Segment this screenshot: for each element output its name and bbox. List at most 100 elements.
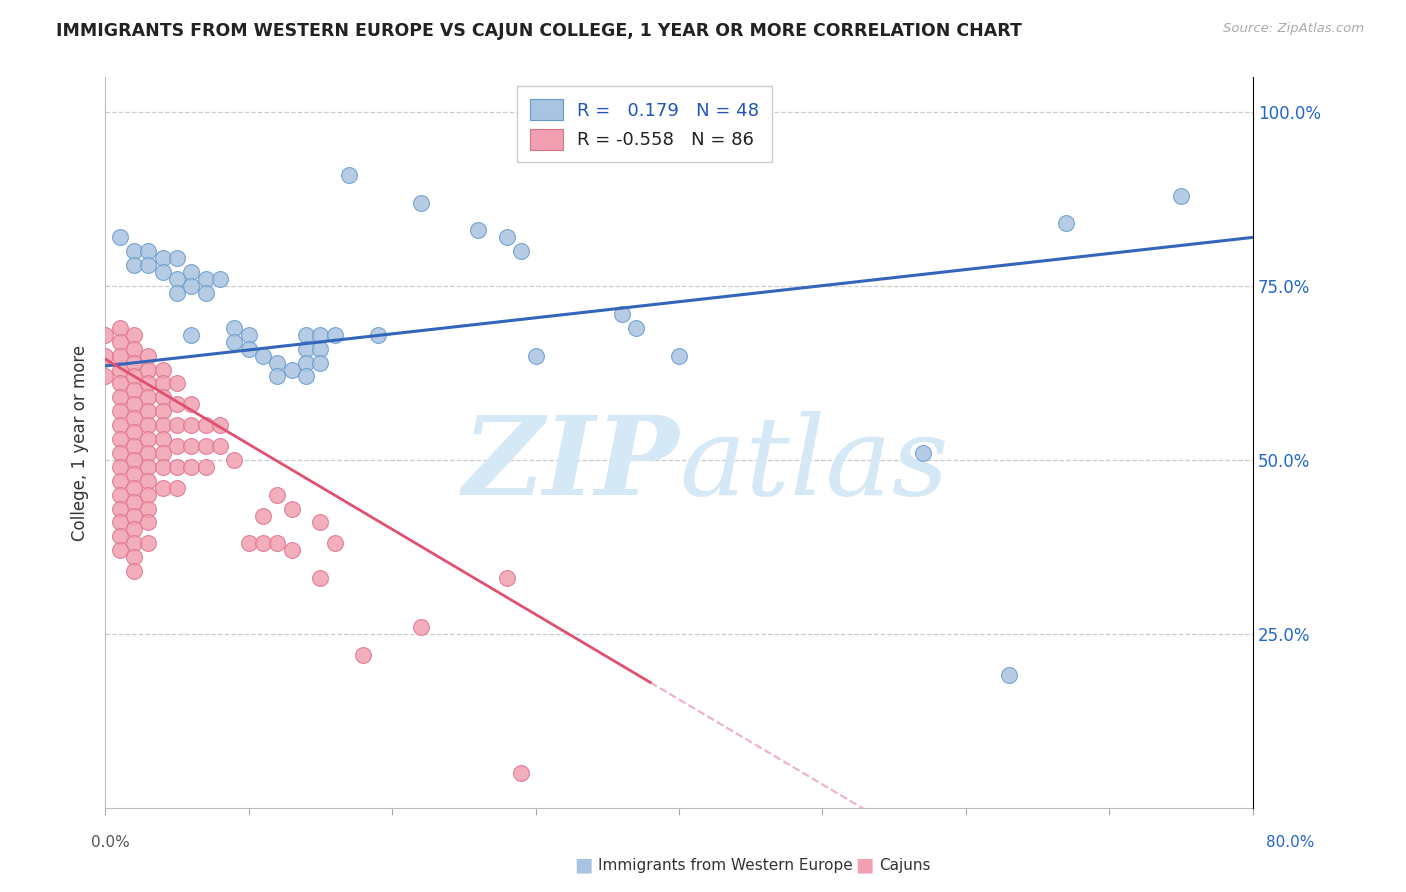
Point: [108, 474, 131, 488]
Point: [496, 230, 519, 244]
Point: [194, 459, 217, 474]
Point: [224, 334, 246, 349]
Point: [180, 327, 202, 342]
Point: [224, 453, 246, 467]
Point: [180, 439, 202, 453]
Point: [122, 327, 145, 342]
Point: [711, 112, 734, 127]
Point: [122, 467, 145, 481]
Point: [295, 342, 318, 356]
Point: [152, 376, 174, 391]
Point: [108, 516, 131, 530]
Point: [122, 384, 145, 398]
Point: [337, 168, 360, 182]
Point: [467, 223, 489, 237]
Point: [309, 516, 332, 530]
Point: [136, 501, 159, 516]
Point: [1054, 217, 1077, 231]
Point: [108, 488, 131, 502]
Point: [352, 648, 374, 662]
Point: [136, 488, 159, 502]
Y-axis label: College, 1 year or more: College, 1 year or more: [72, 344, 89, 541]
Point: [136, 349, 159, 363]
Point: [136, 376, 159, 391]
Point: [208, 418, 231, 433]
Point: [280, 543, 302, 558]
Point: [136, 432, 159, 446]
Point: [122, 369, 145, 384]
Point: [166, 252, 188, 266]
Text: IMMIGRANTS FROM WESTERN EUROPE VS CAJUN COLLEGE, 1 YEAR OR MORE CORRELATION CHAR: IMMIGRANTS FROM WESTERN EUROPE VS CAJUN …: [56, 22, 1022, 40]
Point: [238, 327, 260, 342]
Point: [1170, 188, 1192, 202]
Point: [309, 355, 332, 369]
Point: [252, 349, 274, 363]
Point: [152, 252, 174, 266]
Point: [224, 320, 246, 334]
Point: [122, 494, 145, 508]
Point: [166, 459, 188, 474]
Text: 80.0%: 80.0%: [1267, 836, 1315, 850]
Point: [610, 307, 633, 321]
Point: [409, 195, 432, 210]
Point: [252, 508, 274, 523]
Point: [108, 334, 131, 349]
Point: [911, 446, 934, 460]
Point: [136, 258, 159, 272]
Point: [152, 432, 174, 446]
Point: [208, 439, 231, 453]
Point: [136, 516, 159, 530]
Point: [166, 397, 188, 411]
Point: [136, 390, 159, 404]
Point: [696, 119, 718, 133]
Text: 0.0%: 0.0%: [91, 836, 131, 850]
Point: [180, 397, 202, 411]
Point: [309, 327, 332, 342]
Point: [295, 327, 318, 342]
Point: [194, 285, 217, 300]
Point: [108, 459, 131, 474]
Point: [108, 446, 131, 460]
Point: [122, 355, 145, 369]
Point: [152, 404, 174, 418]
Point: [280, 362, 302, 376]
Point: [166, 481, 188, 495]
Point: [194, 272, 217, 286]
Text: atlas: atlas: [679, 410, 949, 518]
Point: [122, 523, 145, 537]
Point: [108, 404, 131, 418]
Text: Cajuns: Cajuns: [879, 858, 931, 872]
Point: [108, 349, 131, 363]
Point: [136, 459, 159, 474]
Point: [108, 376, 131, 391]
Text: ■: ■: [855, 855, 875, 875]
Point: [152, 459, 174, 474]
Point: [295, 355, 318, 369]
Point: [266, 355, 288, 369]
Point: [108, 501, 131, 516]
Point: [122, 342, 145, 356]
Point: [152, 418, 174, 433]
Point: [108, 390, 131, 404]
Point: [624, 320, 647, 334]
Point: [122, 564, 145, 578]
Point: [238, 342, 260, 356]
Point: [136, 404, 159, 418]
Point: [180, 279, 202, 293]
Point: [323, 327, 346, 342]
Point: [252, 536, 274, 550]
Point: [194, 418, 217, 433]
Text: Immigrants from Western Europe: Immigrants from Western Europe: [598, 858, 852, 872]
Point: [108, 529, 131, 543]
Point: [152, 265, 174, 279]
Point: [136, 362, 159, 376]
Point: [208, 272, 231, 286]
Point: [295, 369, 318, 384]
Point: [166, 418, 188, 433]
Point: [136, 418, 159, 433]
Text: Source: ZipAtlas.com: Source: ZipAtlas.com: [1223, 22, 1364, 36]
Point: [108, 432, 131, 446]
Point: [152, 390, 174, 404]
Point: [266, 369, 288, 384]
Point: [94, 369, 117, 384]
